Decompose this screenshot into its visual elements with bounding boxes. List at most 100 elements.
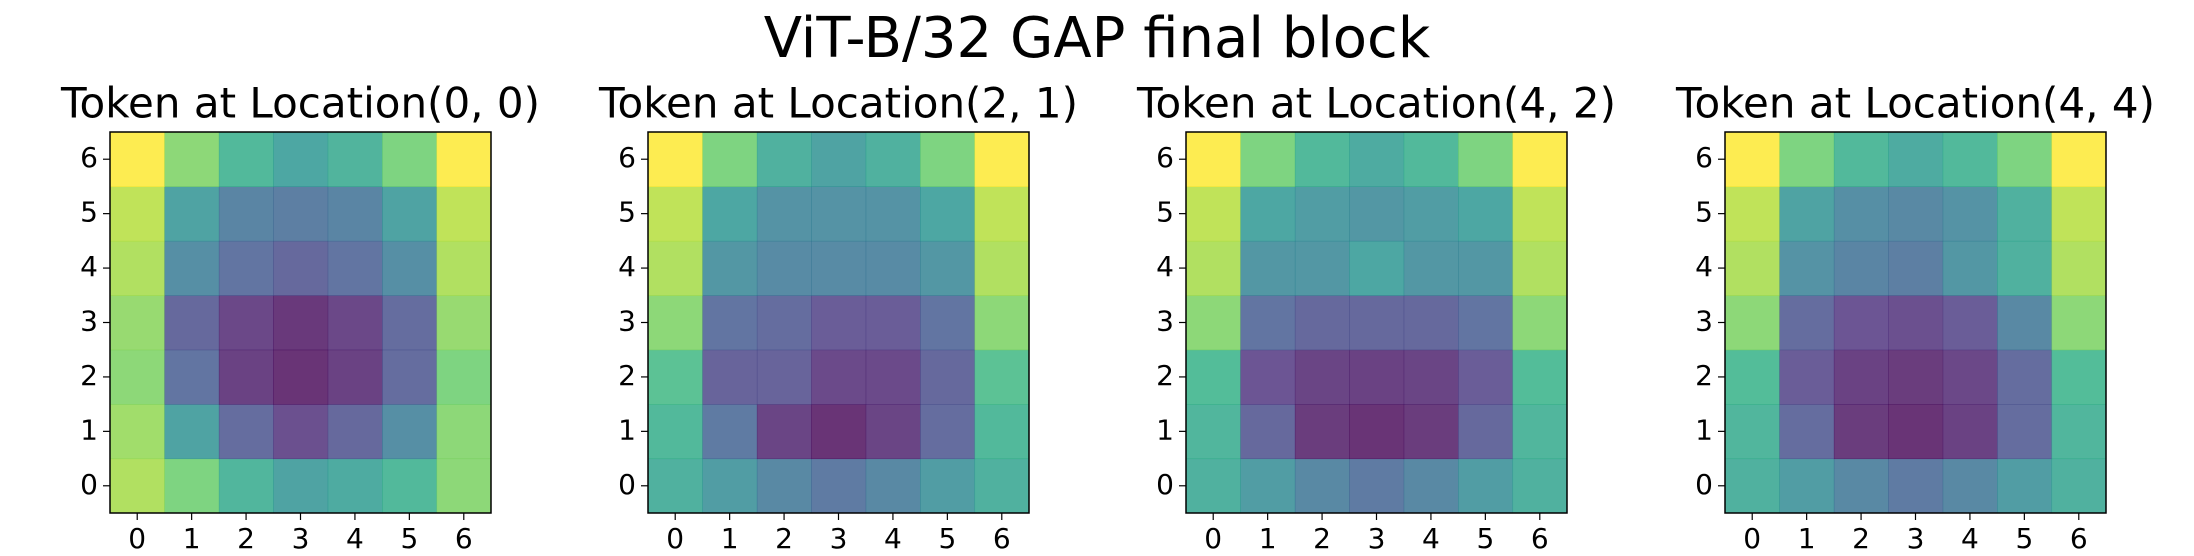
cell [1779,295,1835,351]
cell [1240,404,1296,460]
cell [1779,186,1835,242]
cell [110,349,165,405]
cell [436,295,492,351]
x-tick-label: 4 [346,522,364,555]
cell [648,458,703,514]
cell [648,404,703,460]
cell [865,132,921,187]
cell [1458,458,1514,514]
cell [218,295,274,351]
x-tick-label: 3 [830,522,848,555]
cell [1833,240,1889,296]
cell [756,404,812,460]
y-tick-label: 0 [1156,468,1174,501]
cell [1942,240,1998,296]
cell [382,349,438,405]
x-tick-label: 1 [721,522,739,555]
subplot-title: Token at Location(4, 4) [1675,79,2155,128]
cell [110,132,165,187]
cell [811,349,867,405]
cell [110,186,165,242]
cell [327,240,383,296]
cell [974,295,1030,351]
x-tick-label: 0 [128,522,146,555]
cell [1186,349,1241,405]
cell [382,458,438,514]
cell [1240,132,1296,187]
y-tick-label: 5 [618,196,636,229]
cell [974,240,1030,296]
cell [1186,458,1241,514]
cell [1725,349,1780,405]
x-tick-label: 2 [237,522,255,555]
cell [1888,458,1944,514]
cell [1403,132,1459,187]
y-tick-label: 4 [1695,250,1713,283]
cell [218,458,274,514]
cell [702,404,758,460]
cell [1833,349,1889,405]
cell [1403,458,1459,514]
cell [110,295,165,351]
cell [273,349,329,405]
cell [1240,186,1296,242]
cell [1458,132,1514,187]
cell [2051,295,2107,351]
cell [756,240,812,296]
cell [1942,295,1998,351]
cell [1294,349,1350,405]
y-tick-label: 5 [1156,196,1174,229]
cell [1725,240,1780,296]
cell [920,404,976,460]
y-tick-label: 2 [80,359,98,392]
x-tick-label: 6 [2070,522,2088,555]
cell [164,240,220,296]
cell [327,404,383,460]
cell [436,458,492,514]
cell [811,186,867,242]
cell [1888,349,1944,405]
cell [811,240,867,296]
cell [1186,295,1241,351]
y-tick-label: 6 [618,141,636,174]
y-tick-label: 3 [80,305,98,338]
cell [1349,458,1405,514]
y-tick-label: 0 [1695,468,1713,501]
y-tick-label: 4 [1156,250,1174,283]
cell [1403,240,1459,296]
cell [1512,458,1568,514]
y-tick-label: 3 [1695,305,1713,338]
y-tick-label: 6 [1695,141,1713,174]
cell [436,240,492,296]
cell [920,458,976,514]
x-tick-label: 4 [1422,522,1440,555]
x-tick-label: 1 [1798,522,1816,555]
cell [1833,458,1889,514]
cell [273,240,329,296]
cell [1403,186,1459,242]
cell [218,404,274,460]
cell [1888,132,1944,187]
cell [1294,186,1350,242]
cell [1294,132,1350,187]
cell [920,186,976,242]
cell [1997,349,2053,405]
x-tick-label: 0 [1743,522,1761,555]
cell [1997,404,2053,460]
cell [1833,404,1889,460]
cell [1458,186,1514,242]
x-tick-label: 6 [1531,522,1549,555]
x-tick-label: 3 [292,522,310,555]
y-tick-label: 4 [80,250,98,283]
cell [702,240,758,296]
x-tick-label: 2 [1313,522,1331,555]
cell [811,132,867,187]
y-tick-label: 1 [1695,413,1713,446]
cell [974,458,1030,514]
cell [1512,186,1568,242]
cell [702,458,758,514]
cell [382,295,438,351]
cell [436,186,492,242]
y-tick-label: 0 [80,468,98,501]
cell [1997,132,2053,187]
